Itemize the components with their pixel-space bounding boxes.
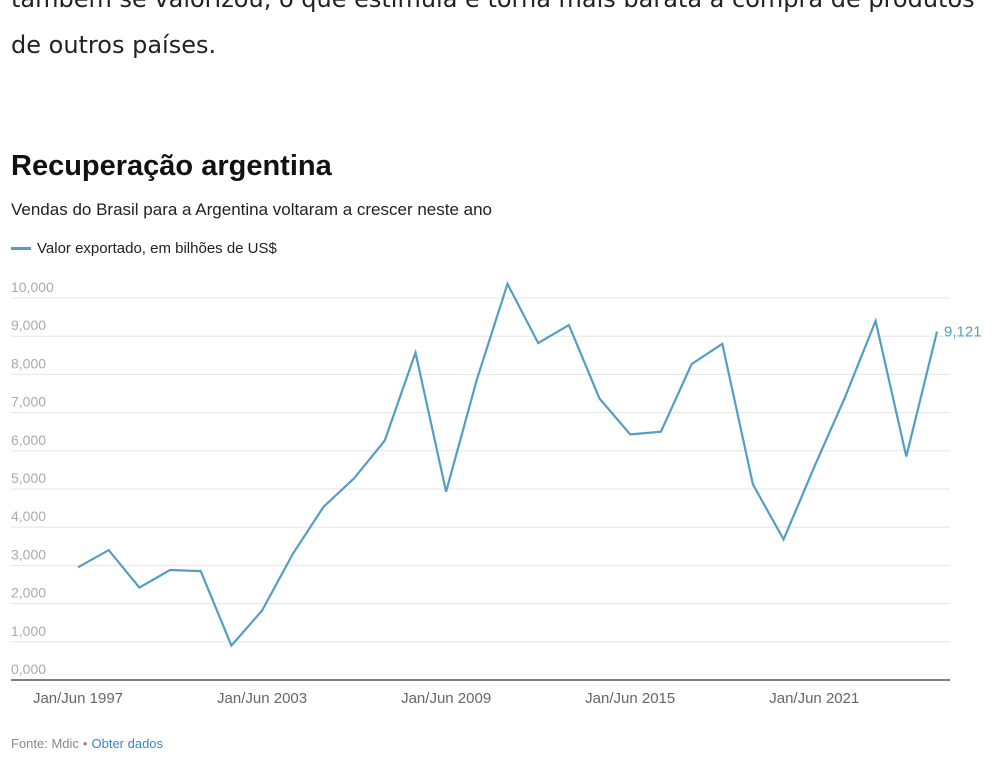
x-tick-label: Jan/Jun 2015	[585, 690, 675, 707]
y-tick-label: 9,000	[11, 317, 46, 333]
get-data-link[interactable]: Obter dados	[91, 736, 164, 751]
x-tick-label: Jan/Jun 2003	[217, 690, 307, 707]
article-paragraph: também se valorizou, o que estimula e to…	[11, 0, 975, 59]
y-tick-label: 8,000	[11, 355, 46, 371]
x-tick-label: Jan/Jun 1997	[33, 690, 123, 707]
y-tick-label: 5,000	[11, 470, 46, 486]
x-tick-label: Jan/Jun 2021	[769, 690, 859, 707]
y-tick-label: 2,000	[11, 585, 46, 601]
y-tick-label: 0,000	[11, 661, 46, 677]
y-tick-label: 7,000	[11, 394, 46, 410]
series-line	[77, 281, 939, 648]
chart-footer: Fonte: Mdic • Obter dados	[11, 736, 163, 751]
legend-label: Valor exportado, em bilhões de US$	[37, 240, 277, 257]
chart-subtitle: Vendas do Brasil para a Argentina voltar…	[11, 200, 493, 219]
x-tick-label: Jan/Jun 2009	[401, 690, 491, 707]
end-value-label: 9,121	[944, 324, 982, 341]
line-chart: 0,000 1,000 2,000 3,000 4,000 5,000 6,000 7,000…	[11, 279, 982, 707]
chart-title: Recuperação argentina	[11, 150, 332, 182]
y-tick-label: 10,000	[11, 279, 54, 295]
y-tick-label: 4,000	[11, 508, 46, 524]
y-tick-label: 6,000	[11, 432, 46, 448]
y-tick-label: 1,000	[11, 623, 46, 639]
chart-legend: Valor exportado, em bilhões de US$	[11, 240, 277, 257]
legend-swatch	[11, 247, 31, 250]
footer-separator: •	[82, 736, 88, 751]
y-tick-label: 3,000	[11, 546, 46, 562]
source-label: Fonte: Mdic	[11, 736, 79, 751]
